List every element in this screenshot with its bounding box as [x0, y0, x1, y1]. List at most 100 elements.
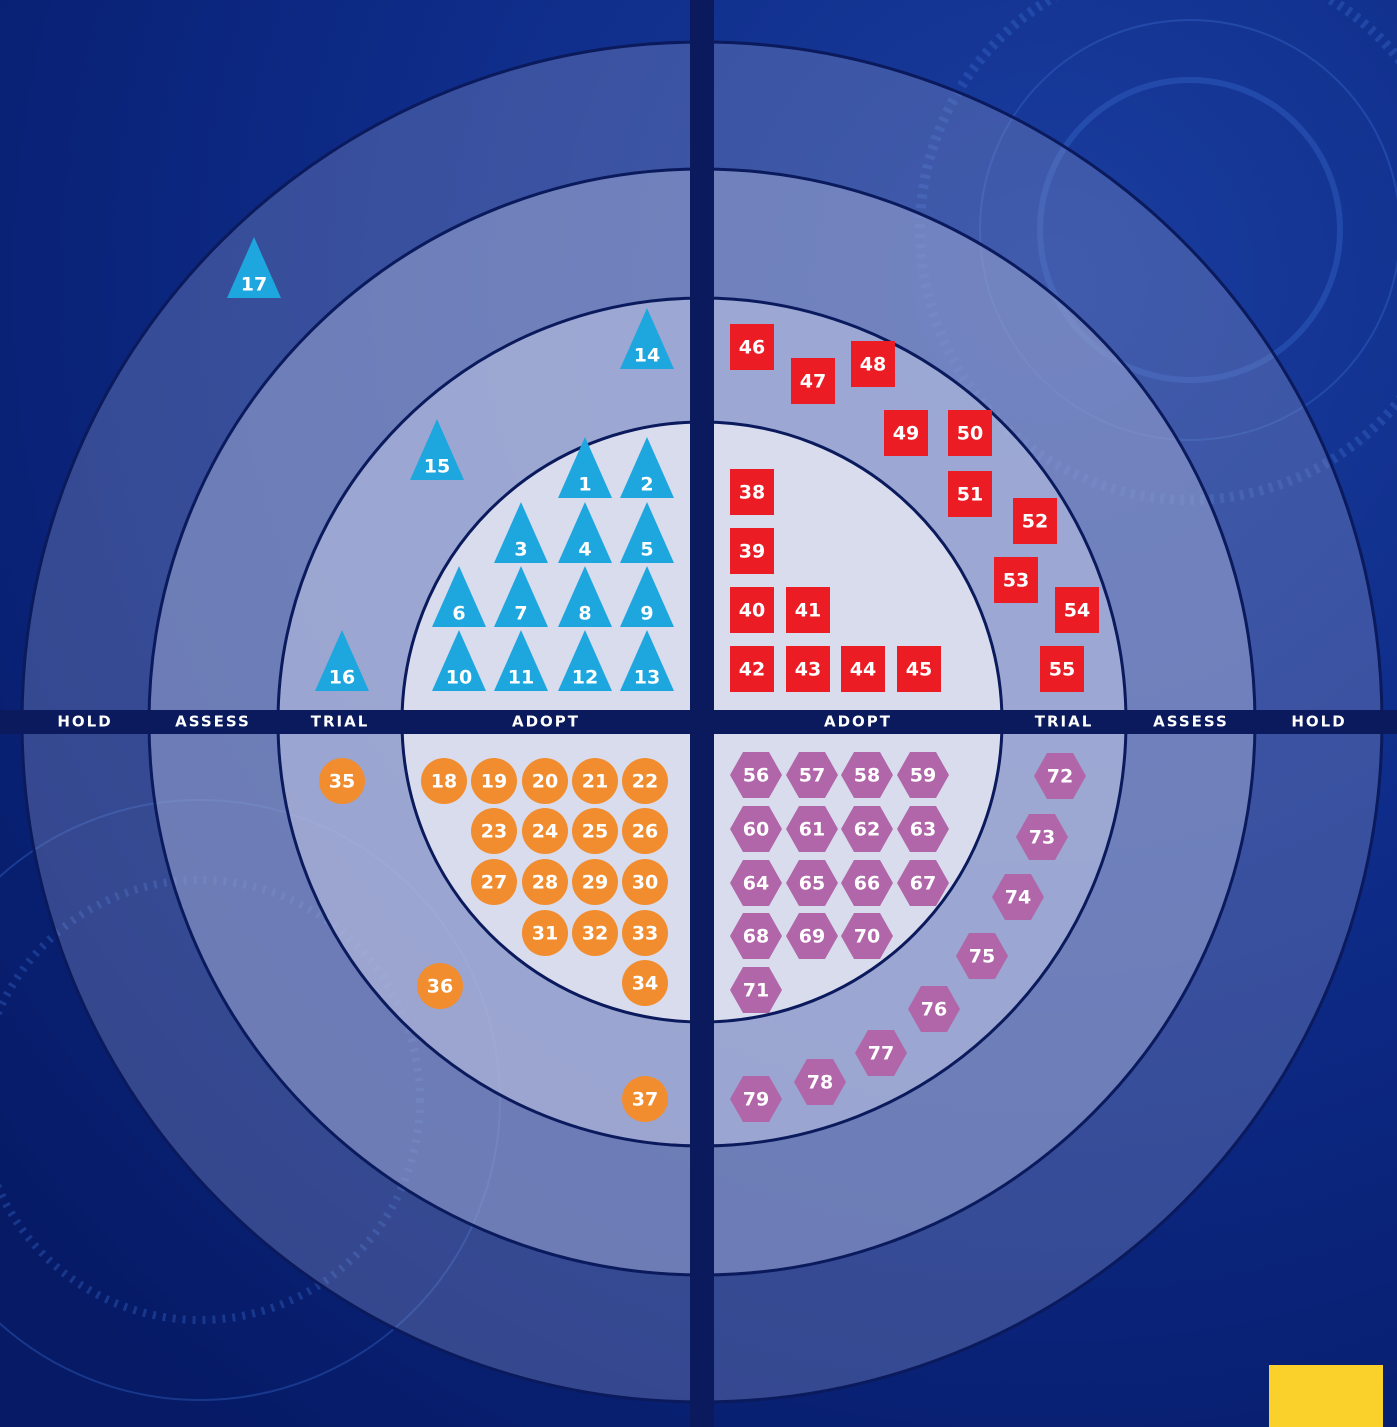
- blip: 24: [522, 808, 568, 854]
- blip-label: 17: [241, 274, 267, 296]
- blip-label: 59: [910, 765, 936, 787]
- blip-label: 34: [632, 973, 658, 995]
- blip-label: 27: [481, 872, 507, 894]
- blip: 54: [1055, 587, 1099, 633]
- blip-label: 52: [1022, 511, 1048, 533]
- blip: 53: [994, 557, 1038, 603]
- blip: 46: [730, 324, 774, 370]
- blip-label: 42: [739, 659, 765, 681]
- ring-label: HOLD: [1291, 713, 1346, 731]
- blip-label: 9: [640, 603, 653, 625]
- blip: 35: [319, 758, 365, 804]
- blip: 20: [522, 758, 568, 804]
- blip: 27: [471, 859, 517, 905]
- corner-badge: [1269, 1365, 1383, 1427]
- ring-label: HOLD: [57, 713, 112, 731]
- blip-label: 49: [893, 423, 919, 445]
- radar: HOLDASSESSTRIALADOPTADOPTTRIALASSESSHOLD…: [0, 0, 1397, 1427]
- blip-label: 46: [739, 337, 765, 359]
- blip-label: 30: [632, 872, 658, 894]
- blip-label: 47: [800, 371, 826, 393]
- blip: 32: [572, 910, 618, 956]
- blip-label: 50: [957, 423, 983, 445]
- blip-label: 53: [1003, 570, 1029, 592]
- blip: 40: [730, 587, 774, 633]
- blip: 48: [851, 341, 895, 387]
- blip: 29: [572, 859, 618, 905]
- blip: 41: [786, 587, 830, 633]
- blip-label: 26: [632, 821, 658, 843]
- blip-label: 18: [431, 771, 457, 793]
- blip: 47: [791, 358, 835, 404]
- blip-label: 65: [799, 873, 825, 895]
- blip-label: 57: [799, 765, 825, 787]
- blip-label: 10: [446, 667, 472, 689]
- blip-label: 68: [743, 926, 769, 948]
- blip-label: 44: [850, 659, 876, 681]
- blip-label: 31: [532, 923, 558, 945]
- page: {"rings_left": ["HOLD", "ASSESS", "TRIAL…: [0, 0, 1397, 1427]
- blip-label: 24: [532, 821, 558, 843]
- blip-label: 70: [854, 926, 880, 948]
- blip: 51: [948, 471, 992, 517]
- blip: 39: [730, 528, 774, 574]
- blip-label: 2: [640, 474, 653, 496]
- blip: 52: [1013, 498, 1057, 544]
- blip-label: 75: [969, 946, 995, 968]
- blip: 50: [948, 410, 992, 456]
- blip-label: 3: [514, 539, 527, 561]
- blip-label: 73: [1029, 827, 1055, 849]
- blip-label: 12: [572, 667, 598, 689]
- blip-label: 79: [743, 1089, 769, 1111]
- blip-label: 74: [1005, 887, 1031, 909]
- blip-label: 37: [632, 1089, 658, 1111]
- blip-label: 61: [799, 819, 825, 841]
- blip-label: 45: [906, 659, 932, 681]
- blip: 43: [786, 646, 830, 692]
- blip: 31: [522, 910, 568, 956]
- blip-label: 22: [632, 771, 658, 793]
- blip-label: 33: [632, 923, 658, 945]
- blip: 28: [522, 859, 568, 905]
- blip: 36: [417, 963, 463, 1009]
- blip-label: 19: [481, 771, 507, 793]
- blip: 49: [884, 410, 928, 456]
- blip-label: 76: [921, 999, 947, 1021]
- blip: 25: [572, 808, 618, 854]
- blip: 55: [1040, 646, 1084, 692]
- blip-label: 51: [957, 484, 983, 506]
- blip-label: 69: [799, 926, 825, 948]
- blip-label: 64: [743, 873, 769, 895]
- blip-label: 39: [739, 541, 765, 563]
- blip-label: 16: [329, 667, 355, 689]
- blip-label: 35: [329, 771, 355, 793]
- blip-label: 23: [481, 821, 507, 843]
- blip-label: 4: [578, 539, 591, 561]
- blip-label: 56: [743, 765, 769, 787]
- blip-label: 58: [854, 765, 880, 787]
- blip: 38: [730, 469, 774, 515]
- blip-label: 40: [739, 600, 765, 622]
- blip: 34: [622, 960, 668, 1006]
- blip-label: 15: [424, 456, 450, 478]
- ring-label: ADOPT: [512, 713, 580, 731]
- blip-label: 5: [640, 539, 653, 561]
- ring-label: ASSESS: [175, 713, 251, 731]
- blip-label: 66: [854, 873, 880, 895]
- blip-label: 41: [795, 600, 821, 622]
- blip-label: 54: [1064, 600, 1090, 622]
- ring-label: ADOPT: [824, 713, 892, 731]
- blip-label: 72: [1047, 766, 1073, 788]
- blip-label: 25: [582, 821, 608, 843]
- blip-label: 78: [807, 1072, 833, 1094]
- blip: 33: [622, 910, 668, 956]
- blip: 45: [897, 646, 941, 692]
- ring-label: ASSESS: [1153, 713, 1229, 731]
- blip-label: 20: [532, 771, 558, 793]
- blip: 44: [841, 646, 885, 692]
- blip: 23: [471, 808, 517, 854]
- blip-label: 14: [634, 345, 660, 367]
- blip: 22: [622, 758, 668, 804]
- ring-label: TRIAL: [311, 713, 370, 731]
- blip-label: 1: [578, 474, 591, 496]
